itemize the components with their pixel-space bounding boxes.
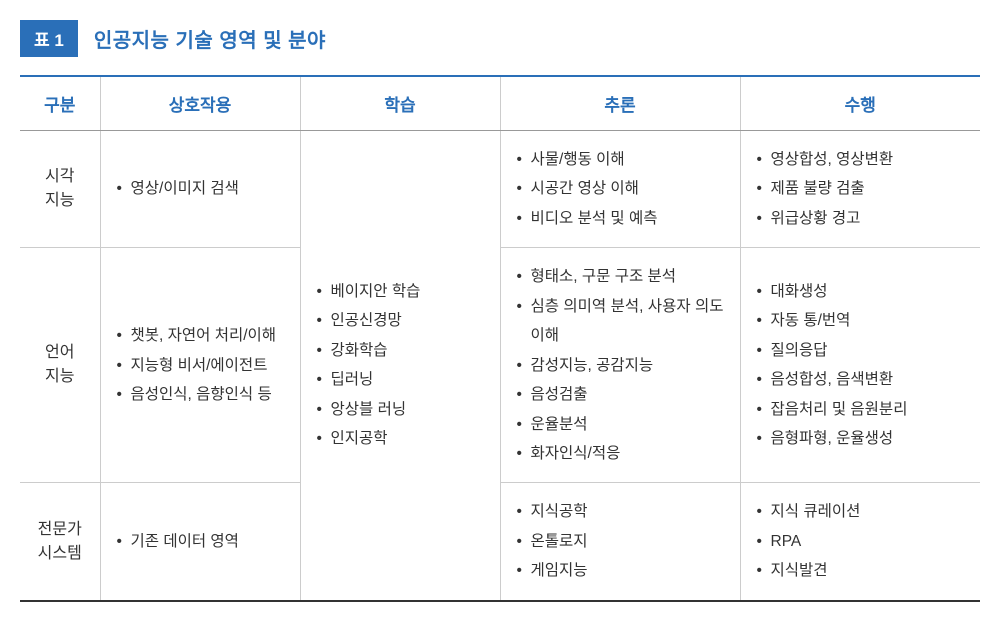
list: 사물/행동 이해 시공간 영상 이해 비디오 분석 및 예측 — [517, 145, 724, 233]
cell-language-inference: 형태소, 구문 구조 분석 심층 의미역 분석, 사용자 의도 이해 감성지능,… — [500, 248, 740, 483]
list-item: 베이지안 학습 — [317, 277, 484, 306]
list-item: 지식발견 — [757, 556, 965, 585]
cell-expert-execution: 지식 큐레이션 RPA 지식발견 — [740, 483, 980, 601]
cell-visual-interaction: 영상/이미지 검색 — [100, 131, 300, 248]
cell-visual-inference: 사물/행동 이해 시공간 영상 이해 비디오 분석 및 예측 — [500, 131, 740, 248]
table-row: 언어 지능 챗봇, 자연어 처리/이해 지능형 비서/에이전트 음성인식, 음향… — [20, 248, 980, 483]
list-item: 질의응답 — [757, 336, 965, 365]
cell-language-execution: 대화생성 자동 통/번역 질의응답 음성합성, 음색변환 잡음처리 및 음원분리… — [740, 248, 980, 483]
col-header-category: 구분 — [20, 76, 100, 131]
list-item: 음형파형, 운율생성 — [757, 424, 965, 453]
list-item: 게임지능 — [517, 556, 724, 585]
list: 챗봇, 자연어 처리/이해 지능형 비서/에이전트 음성인식, 음향인식 등 — [117, 321, 284, 409]
table-header: 표 1 인공지능 기술 영역 및 분야 — [20, 20, 980, 57]
list: 영상/이미지 검색 — [117, 174, 284, 203]
table-row: 전문가 시스템 기존 데이터 영역 지식공학 온톨로지 게임지능 지식 큐레이션… — [20, 483, 980, 601]
list-item: 화자인식/적응 — [517, 439, 724, 468]
table-tag: 표 1 — [20, 20, 78, 57]
list-item: 심층 의미역 분석, 사용자 의도 이해 — [517, 292, 724, 351]
row-label-language: 언어 지능 — [20, 248, 100, 483]
list-item: 비디오 분석 및 예측 — [517, 204, 724, 233]
list-item: 대화생성 — [757, 277, 965, 306]
list-item: 제품 불량 검출 — [757, 174, 965, 203]
cell-expert-inference: 지식공학 온톨로지 게임지능 — [500, 483, 740, 601]
list-item: 딥러닝 — [317, 365, 484, 394]
list: 영상합성, 영상변환 제품 불량 검출 위급상황 경고 — [757, 145, 965, 233]
list: 베이지안 학습 인공신경망 강화학습 딥러닝 앙상블 러닝 인지공학 — [317, 277, 484, 454]
list: 대화생성 자동 통/번역 질의응답 음성합성, 음색변환 잡음처리 및 음원분리… — [757, 277, 965, 454]
list-item: 인지공학 — [317, 424, 484, 453]
header-row: 구분 상호작용 학습 추론 수행 — [20, 76, 980, 131]
list-item: 기존 데이터 영역 — [117, 527, 284, 556]
row-label-expert: 전문가 시스템 — [20, 483, 100, 601]
list-item: 시공간 영상 이해 — [517, 174, 724, 203]
row-label-visual: 시각 지능 — [20, 131, 100, 248]
cell-expert-interaction: 기존 데이터 영역 — [100, 483, 300, 601]
list: 지식공학 온톨로지 게임지능 — [517, 497, 724, 585]
list-item: 잡음처리 및 음원분리 — [757, 395, 965, 424]
col-header-execution: 수행 — [740, 76, 980, 131]
table-title: 인공지능 기술 영역 및 분야 — [94, 24, 326, 53]
cell-learning-merged: 베이지안 학습 인공신경망 강화학습 딥러닝 앙상블 러닝 인지공학 — [300, 131, 500, 601]
col-header-inference: 추론 — [500, 76, 740, 131]
list-item: 인공신경망 — [317, 306, 484, 335]
list-item: 강화학습 — [317, 336, 484, 365]
list-item: 앙상블 러닝 — [317, 395, 484, 424]
ai-domain-table: 구분 상호작용 학습 추론 수행 시각 지능 영상/이미지 검색 베이지안 학습… — [20, 75, 980, 602]
col-header-learning: 학습 — [300, 76, 500, 131]
list-item: 챗봇, 자연어 처리/이해 — [117, 321, 284, 350]
list-item: 음성인식, 음향인식 등 — [117, 380, 284, 409]
table-row: 시각 지능 영상/이미지 검색 베이지안 학습 인공신경망 강화학습 딥러닝 앙… — [20, 131, 980, 248]
list-item: 감성지능, 공감지능 — [517, 351, 724, 380]
list-item: 음성합성, 음색변환 — [757, 365, 965, 394]
col-header-interaction: 상호작용 — [100, 76, 300, 131]
list-item: 자동 통/번역 — [757, 306, 965, 335]
list-item: 온톨로지 — [517, 527, 724, 556]
list-item: 운율분석 — [517, 410, 724, 439]
list-item: 지능형 비서/에이전트 — [117, 351, 284, 380]
cell-language-interaction: 챗봇, 자연어 처리/이해 지능형 비서/에이전트 음성인식, 음향인식 등 — [100, 248, 300, 483]
list-item: 위급상황 경고 — [757, 204, 965, 233]
list-item: 형태소, 구문 구조 분석 — [517, 262, 724, 291]
list-item: RPA — [757, 527, 965, 556]
list-item: 영상합성, 영상변환 — [757, 145, 965, 174]
list-item: 영상/이미지 검색 — [117, 174, 284, 203]
list-item: 음성검출 — [517, 380, 724, 409]
list-item: 지식 큐레이션 — [757, 497, 965, 526]
list: 지식 큐레이션 RPA 지식발견 — [757, 497, 965, 585]
list: 형태소, 구문 구조 분석 심층 의미역 분석, 사용자 의도 이해 감성지능,… — [517, 262, 724, 468]
list-item: 지식공학 — [517, 497, 724, 526]
list-item: 사물/행동 이해 — [517, 145, 724, 174]
cell-visual-execution: 영상합성, 영상변환 제품 불량 검출 위급상황 경고 — [740, 131, 980, 248]
list: 기존 데이터 영역 — [117, 527, 284, 556]
